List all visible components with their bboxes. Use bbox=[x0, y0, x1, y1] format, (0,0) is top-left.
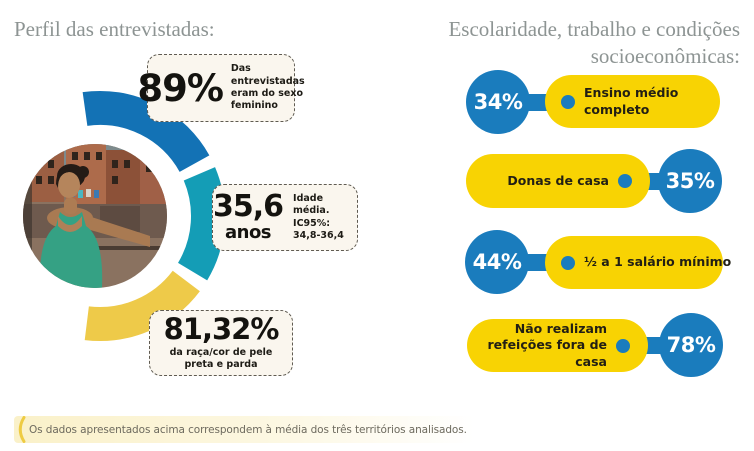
interviewee-photo bbox=[23, 144, 167, 288]
arc-segment-teal bbox=[177, 167, 225, 281]
profile-donut-graphic bbox=[23, 90, 225, 341]
right-title-line2: socioeconômicas: bbox=[590, 44, 740, 69]
bullet-dot-icon bbox=[618, 174, 632, 188]
pill-education: Ensino médio completo bbox=[545, 75, 720, 128]
arc-segment-yellow bbox=[84, 270, 200, 341]
percent-circle-income: 44% bbox=[465, 230, 529, 294]
pill-label-housewives: Donas de casa bbox=[507, 172, 609, 188]
pill-label-income: ½ a 1 salário mínimo bbox=[584, 254, 732, 270]
pill-label-education: Ensino médio completo bbox=[584, 85, 679, 117]
left-section-title: Perfil das entrevistadas: bbox=[14, 17, 215, 41]
footer-note: Os dados apresentados acima correspondem… bbox=[14, 416, 474, 443]
pill-meals: Não realizam refeições fora de casa bbox=[467, 319, 648, 372]
stat-value-sex: 89% bbox=[137, 66, 224, 110]
stat-desc-race: da raça/cor de pele preta e parda bbox=[169, 346, 273, 370]
pill-income: ½ a 1 salário mínimo bbox=[545, 236, 731, 289]
stat-desc-sex: Das entrevistadas eram do sexo feminino bbox=[230, 63, 305, 112]
stat-unit-age: anos bbox=[224, 222, 272, 243]
stat-value-age: 35,6 bbox=[213, 189, 284, 224]
stat-desc-age: Idade média. IC95%: 34,8-36,4 bbox=[293, 192, 344, 241]
stat-box-race: 81,32% da raça/cor de pele preta e parda bbox=[149, 310, 293, 376]
stat-box-age: 35,6 anos Idade média. IC95%: 34,8-36,4 bbox=[212, 184, 358, 251]
pill-label-meals: Não realizam refeições fora de casa bbox=[487, 321, 607, 369]
note-bracket-icon bbox=[18, 416, 26, 443]
right-section-title: Escolaridade, trabalho e condições socio… bbox=[448, 16, 740, 71]
arc-segment-blue bbox=[82, 90, 210, 173]
bullet-dot-icon bbox=[561, 255, 575, 270]
percent-circle-meals: 78% bbox=[659, 313, 723, 377]
percent-circle-education: 34% bbox=[466, 70, 530, 134]
right-title-line1: Escolaridade, trabalho e condições bbox=[448, 17, 740, 41]
bullet-dot-icon bbox=[616, 338, 630, 353]
stat-value-race: 81,32% bbox=[163, 311, 280, 346]
footer-note-text: Os dados apresentados acima correspondem… bbox=[29, 423, 467, 436]
stat-box-sex: 89% Das entrevistadas eram do sexo femin… bbox=[137, 54, 305, 122]
stat-value-age-group: 35,6 anos bbox=[213, 189, 284, 244]
pill-housewives: Donas de casa bbox=[466, 154, 650, 208]
percent-circle-housewives: 35% bbox=[658, 149, 722, 213]
bullet-dot-icon bbox=[561, 94, 575, 109]
